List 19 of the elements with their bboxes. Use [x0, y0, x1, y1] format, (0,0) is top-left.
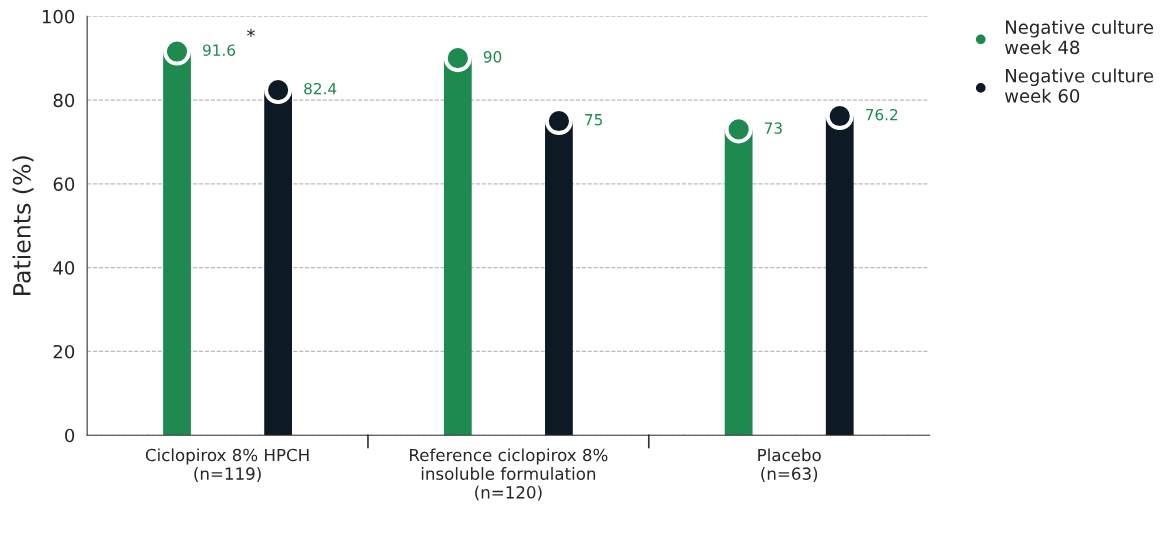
data-label: 76.2	[865, 108, 898, 121]
y-tick-label: 40	[53, 261, 75, 275]
y-tick-label: 60	[53, 177, 75, 191]
x-tick-label: Ciclopirox 8% HPCH (n=119)	[145, 448, 309, 482]
y-tick-label: 100	[42, 9, 75, 24]
data-label: 75	[585, 114, 603, 126]
x-tick-label: Reference ciclopirox 8% insoluble formulation (n=120)	[410, 448, 608, 501]
data-label: 82.4	[304, 82, 337, 95]
y-tick-label: 80	[53, 93, 75, 108]
legend-label: Negative culture week 48	[1004, 20, 1154, 55]
data-label: 90	[483, 51, 502, 63]
y-tick-label: 20	[53, 344, 75, 359]
legend-label: Negative culture week 60	[1004, 68, 1154, 103]
y-tick-label: 0	[65, 428, 75, 443]
x-tick-label: Placebo (n=63)	[758, 448, 821, 482]
data-label: 73	[764, 122, 782, 134]
data-label: 91.6	[202, 44, 236, 56]
y-axis-title: Patients (%)	[12, 156, 34, 295]
annotation: *	[246, 28, 255, 38]
